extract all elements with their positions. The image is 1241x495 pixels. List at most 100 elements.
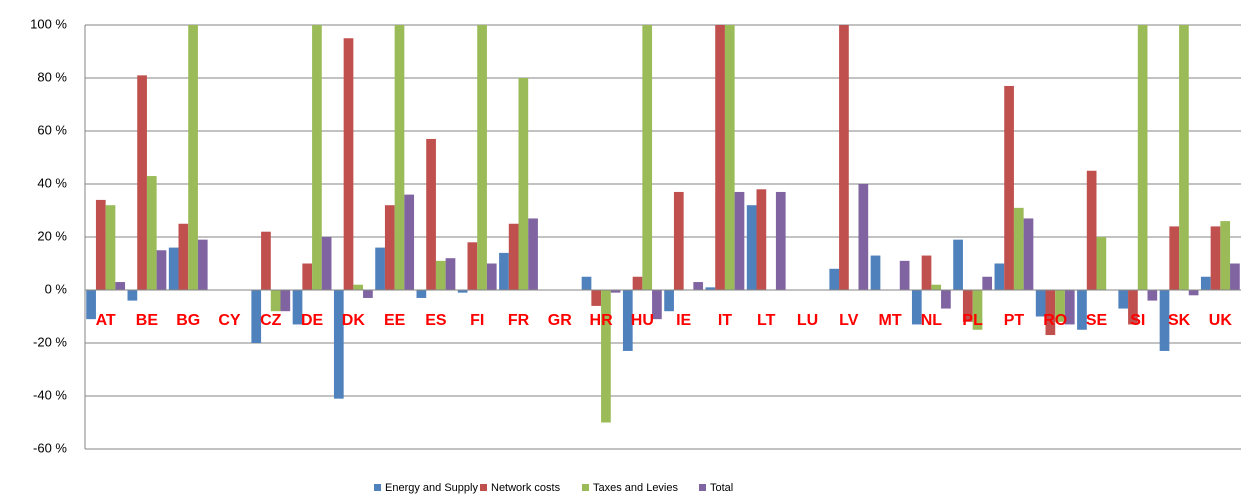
legend-label: Energy and Supply [385,482,478,494]
x-tick-label: DE [301,312,324,329]
bar [756,189,767,290]
bar [829,268,840,290]
bar [1055,290,1065,322]
bar [1137,25,1148,290]
bar [156,250,167,290]
x-tick-label: HU [631,312,654,329]
x-tick-label: LT [757,312,776,329]
bar [953,239,963,290]
x-tick-label: LU [797,312,818,329]
x-tick-label: FR [508,312,530,329]
bar [858,184,869,290]
bar [127,290,138,301]
bar [457,290,468,293]
bar [261,231,271,290]
bar [292,290,303,325]
x-tick-label: NL [921,312,943,329]
bar [312,25,322,290]
bar [994,263,1005,290]
bar [477,25,487,290]
bar [1230,263,1240,290]
bar [499,252,509,290]
bar [115,282,126,290]
bar [508,223,519,290]
legend-swatch [582,484,589,491]
y-tick-label: 0 % [45,281,68,296]
bar [911,290,922,325]
bar [95,199,106,290]
bar [982,276,993,290]
bar [899,260,910,290]
bar [1188,290,1199,296]
x-tick-label: SE [1086,312,1108,329]
legend-label: Total [710,482,733,494]
y-tick-label: 40 % [37,175,67,190]
x-tick-label: CZ [260,312,282,329]
legend-swatch [374,484,381,491]
y-tick-label: 100 % [30,16,67,31]
y-tick-label: -60 % [33,440,67,455]
bar [178,223,189,290]
bar [404,194,415,290]
bar [931,284,942,290]
bar [1045,290,1056,336]
x-tick-label: BE [136,312,159,329]
y-tick-label: 60 % [37,122,67,137]
bar [715,25,725,290]
y-tick-label: 20 % [37,228,67,243]
bar [518,78,529,290]
bar [168,247,179,290]
bar [1004,85,1014,290]
bar [188,25,198,290]
bar [693,282,704,290]
x-tick-label: ES [425,312,447,329]
bar [280,290,291,312]
x-tick-label: PT [1004,312,1025,329]
bar [363,290,373,298]
bar [435,260,446,290]
bar [1118,290,1129,309]
bar [1220,221,1231,290]
legend-label: Taxes and Levies [593,482,678,494]
bar [921,255,932,290]
x-tick-label: HR [590,312,614,329]
bar [673,191,684,290]
bar [1096,237,1107,290]
bar [622,290,633,351]
bar [705,287,716,290]
bar [775,191,786,290]
bar [610,290,621,293]
bar [746,205,757,290]
x-tick-label: UK [1209,312,1233,329]
bar [601,290,611,423]
legend-swatch [480,484,487,491]
bar [467,242,478,290]
bar [1086,170,1097,290]
bar [1200,276,1211,290]
x-tick-label: IE [676,312,691,329]
bar [384,205,395,290]
bar [870,255,881,290]
bar [197,239,208,290]
x-tick-label: GR [548,312,572,329]
x-tick-label: SI [1130,312,1145,329]
bar [591,290,602,306]
bar [445,258,456,290]
bar [972,290,983,330]
bar [632,276,643,290]
legend-swatch [699,484,706,491]
bar [1077,290,1087,330]
bar [86,290,96,320]
x-tick-label: FI [470,312,484,329]
bar [302,263,313,290]
bar [1013,207,1024,290]
bar [486,263,497,290]
bar [724,25,735,290]
bar [146,176,157,290]
x-tick-label: LV [839,312,859,329]
bar [343,38,354,290]
bar [1179,25,1189,290]
x-tick-label: MT [879,312,902,329]
bar [321,237,332,290]
bar [581,276,592,290]
